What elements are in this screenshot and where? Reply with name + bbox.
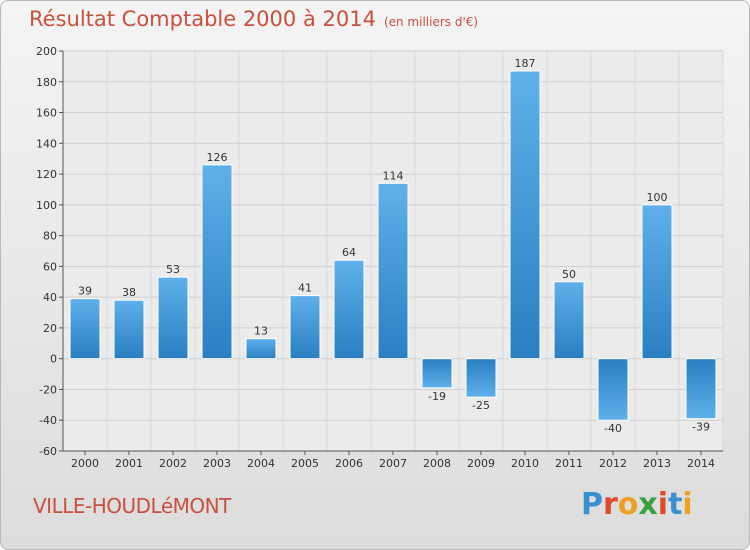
bar-2011 (553, 281, 585, 360)
bar-2005 (289, 295, 321, 360)
data-label-2002: 53 (166, 263, 180, 276)
logo-letter: o (617, 487, 639, 522)
x-tick-label: 2008 (423, 457, 451, 470)
data-label-2000: 39 (78, 285, 92, 298)
logo-letter: x (638, 487, 658, 522)
x-tick-label: 2006 (335, 457, 363, 470)
data-label-2007: 114 (383, 169, 404, 182)
data-label-2003: 126 (207, 151, 228, 164)
x-tick-label: 2005 (291, 457, 319, 470)
data-label-2005: 41 (298, 282, 312, 295)
bar-2014 (685, 358, 717, 420)
y-tick-label: -60 (39, 445, 57, 458)
chart-title: Résultat Comptable 2000 à 2014 (en millie… (29, 7, 478, 31)
data-label-2006: 64 (342, 246, 356, 259)
x-tick-label: 2002 (159, 457, 187, 470)
bar-2009 (465, 358, 497, 398)
data-label-2012: -40 (604, 422, 622, 435)
bar-2003 (201, 164, 233, 360)
data-label-2009: -25 (472, 399, 490, 412)
y-tick-label: 120 (36, 168, 57, 181)
x-tick-label: 2007 (379, 457, 407, 470)
x-tick-label: 2014 (687, 457, 715, 470)
x-tick-label: 2012 (599, 457, 627, 470)
x-tick-label: 2004 (247, 457, 275, 470)
y-tick-label: 180 (36, 76, 57, 89)
x-tick-label: 2011 (555, 457, 583, 470)
data-label-2004: 13 (254, 325, 268, 338)
location-name: VILLE-HOUDLéMONT (33, 494, 231, 518)
x-tick-label: 2000 (71, 457, 99, 470)
proxiti-logo: Proxiti (581, 487, 693, 522)
chart-title-text: Résultat Comptable 2000 à 2014 (29, 7, 376, 31)
x-tick-label: 2001 (115, 457, 143, 470)
logo-letter: r (603, 487, 618, 522)
bar-2007 (377, 182, 409, 360)
data-label-2014: -39 (692, 421, 710, 434)
data-label-2013: 100 (647, 191, 668, 204)
x-tick-label: 2010 (511, 457, 539, 470)
bar-2002 (157, 276, 189, 360)
y-tick-label: 200 (36, 45, 57, 58)
bar-2004 (245, 338, 277, 360)
bar-2000 (69, 298, 101, 360)
bar-2012 (597, 358, 629, 421)
x-tick-label: 2003 (203, 457, 231, 470)
bar-2008 (421, 358, 453, 389)
bar-2013 (641, 204, 673, 360)
bar-2006 (333, 259, 365, 360)
y-tick-label: 40 (43, 291, 57, 304)
data-label-2011: 50 (562, 268, 576, 281)
x-tick-label: 2009 (467, 457, 495, 470)
data-label-2008: -19 (428, 390, 446, 403)
logo-letter: P (581, 487, 603, 522)
data-label-2010: 187 (515, 57, 536, 70)
y-tick-label: 60 (43, 260, 57, 273)
logo-letter: i (657, 487, 669, 522)
y-tick-label: 80 (43, 230, 57, 243)
y-tick-label: 100 (36, 199, 57, 212)
y-tick-label: -40 (39, 414, 57, 427)
chart-subtitle: (en milliers d'€) (383, 15, 479, 29)
y-tick-label: 160 (36, 107, 57, 120)
x-tick-label: 2013 (643, 457, 671, 470)
bar-2010 (509, 70, 541, 360)
logo-letter: t (668, 487, 683, 522)
y-tick-label: -20 (39, 383, 57, 396)
y-tick-label: 0 (50, 353, 57, 366)
bar-2001 (113, 299, 145, 360)
y-tick-label: 20 (43, 322, 57, 335)
y-tick-label: 140 (36, 137, 57, 150)
data-label-2001: 38 (122, 286, 136, 299)
logo-letter: i (682, 487, 693, 522)
